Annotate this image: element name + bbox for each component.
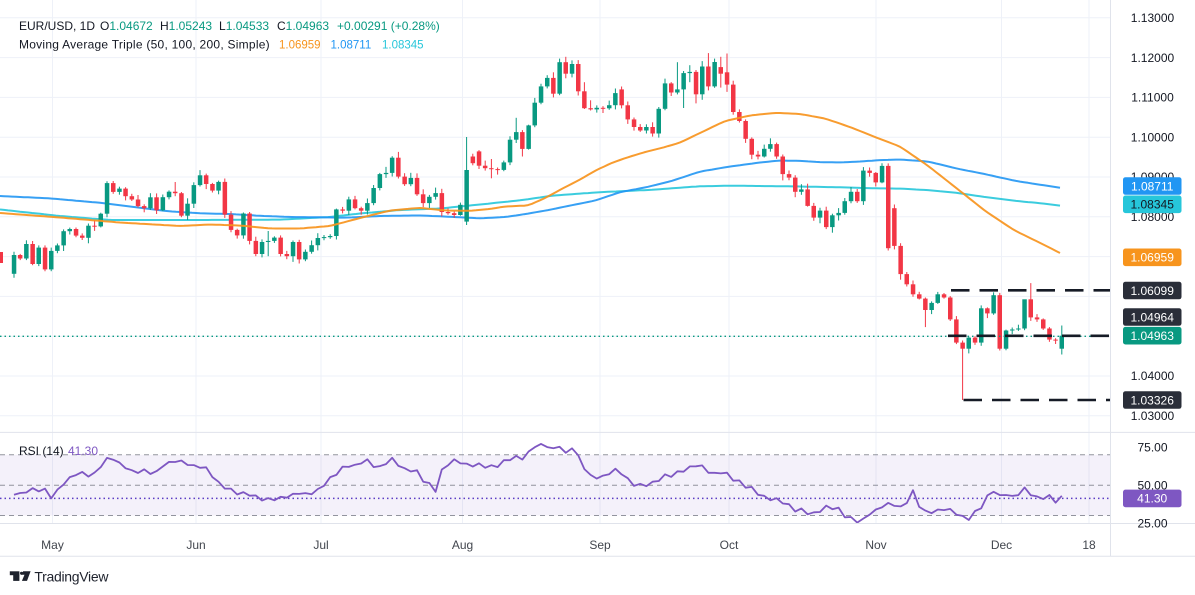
svg-text:41.30: 41.30 [1137, 492, 1167, 506]
svg-text:1.06959: 1.06959 [279, 40, 321, 52]
svg-text:1.10000: 1.10000 [1131, 130, 1175, 144]
svg-text:Moving Average Triple (50, 100: Moving Average Triple (50, 100, 200, Sim… [19, 38, 270, 52]
svg-text:RSI (14): RSI (14) [19, 444, 64, 458]
svg-text:O1.04672: O1.04672 [100, 19, 153, 33]
svg-text:Dec: Dec [991, 538, 1012, 552]
svg-text:Aug: Aug [452, 538, 473, 552]
svg-text:1.06099: 1.06099 [1131, 284, 1175, 298]
svg-text:+0.00291 (+0.28%): +0.00291 (+0.28%) [337, 19, 440, 33]
svg-text:Nov: Nov [865, 538, 886, 552]
svg-text:50.00: 50.00 [1137, 478, 1167, 492]
svg-text:Sep: Sep [589, 538, 611, 552]
svg-text:75.00: 75.00 [1137, 440, 1167, 454]
svg-text:Jun: Jun [186, 538, 205, 552]
svg-text:1.08000: 1.08000 [1131, 210, 1175, 224]
svg-text:1.08711: 1.08711 [1131, 179, 1174, 193]
svg-text:1.03000: 1.03000 [1131, 409, 1175, 423]
svg-text:May: May [41, 538, 64, 552]
svg-text:TradingView: TradingView [34, 569, 109, 585]
svg-text:1.04964: 1.04964 [1131, 310, 1175, 324]
svg-text:1.03326: 1.03326 [1131, 393, 1175, 407]
svg-text:1.08345: 1.08345 [382, 40, 424, 52]
svg-text:H1.05243: H1.05243 [160, 19, 212, 33]
svg-text:L1.04533: L1.04533 [219, 19, 269, 33]
svg-text:1.08711: 1.08711 [331, 40, 372, 52]
svg-text:25.00: 25.00 [1137, 516, 1167, 530]
svg-text:1.04963: 1.04963 [1131, 329, 1175, 343]
svg-text:1.08345: 1.08345 [1131, 198, 1175, 212]
svg-text:1.13000: 1.13000 [1131, 11, 1175, 25]
svg-text:1.04000: 1.04000 [1131, 369, 1175, 383]
svg-text:41.30: 41.30 [68, 444, 98, 458]
svg-text:Oct: Oct [720, 538, 739, 552]
svg-text:18: 18 [1082, 538, 1096, 552]
svg-text:Jul: Jul [313, 538, 328, 552]
svg-text:1.12000: 1.12000 [1131, 51, 1175, 65]
svg-text:EUR/USD, 1D: EUR/USD, 1D [19, 19, 95, 33]
svg-text:1.06959: 1.06959 [1131, 251, 1175, 265]
svg-text:C1.04963: C1.04963 [277, 19, 329, 33]
svg-text:1.11000: 1.11000 [1131, 91, 1174, 105]
